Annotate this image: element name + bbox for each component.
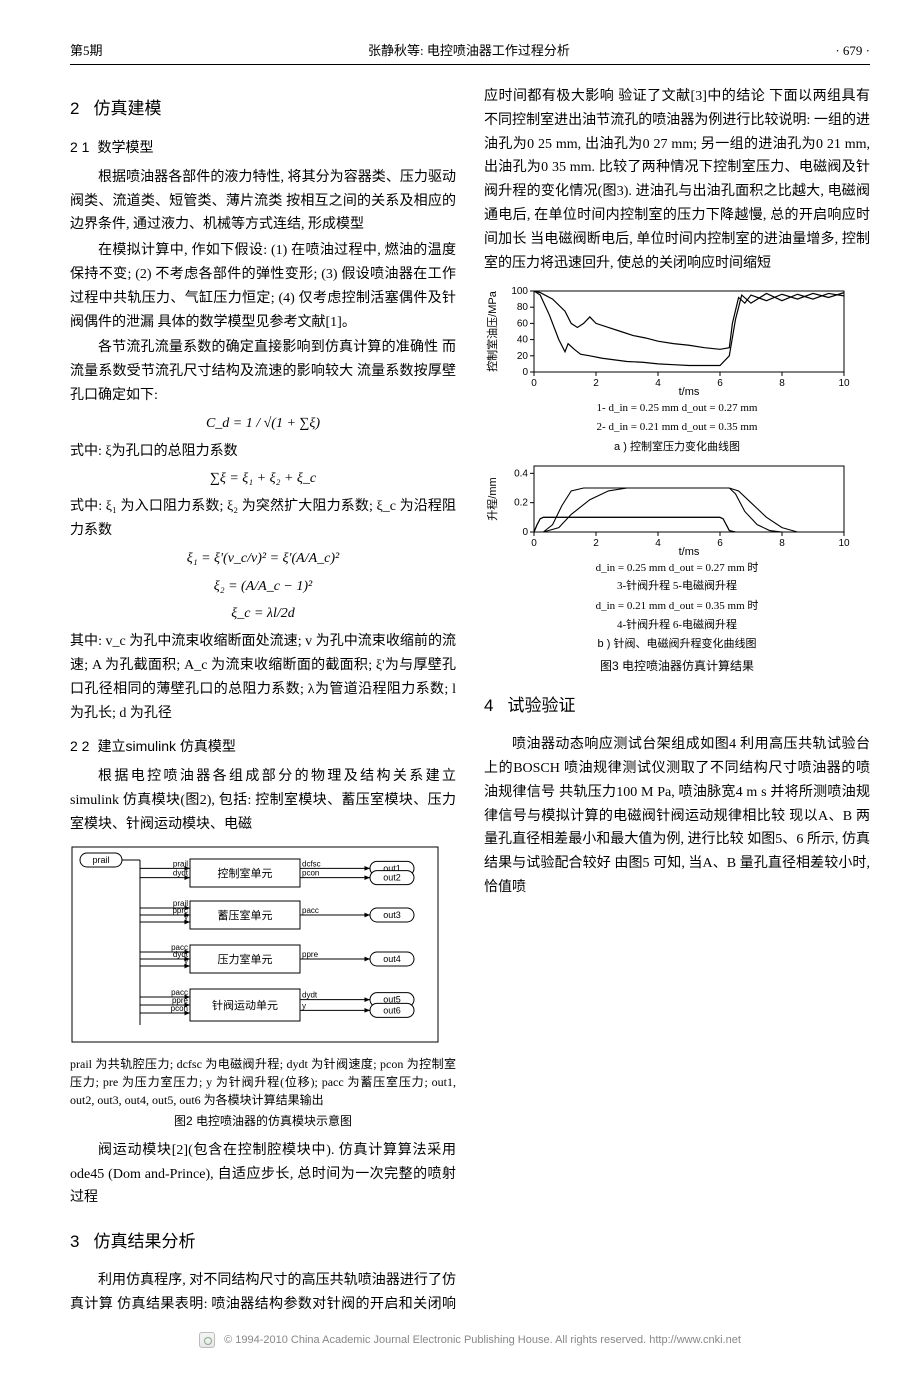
svg-text:pacc: pacc — [302, 906, 319, 915]
svg-text:10: 10 — [838, 378, 850, 389]
svg-text:0: 0 — [522, 527, 528, 538]
sec2-p7: 根据电控喷油器各组成部分的物理及结构关系建立 simulink 仿真模块(图2)… — [70, 765, 456, 836]
sec2-p5: 式中: ξ₁ 为入口阻力系数; ξ₂ 为突然扩大阻力系数; ξ_c 为沿程阻力系… — [70, 495, 456, 543]
sec2-p3: 各节流孔流量系数的确定直接影响到仿真计算的准确性 而流量系数受节流孔尺寸结构及流… — [70, 336, 456, 407]
sec4-p1: 喷油器动态响应测试台架组成如图4 利用高压共轨试验台上的BOSCH 喷油规律测试… — [484, 733, 870, 900]
svg-text:0: 0 — [522, 367, 528, 378]
footer: © 1994-2010 China Academic Journal Elect… — [70, 1331, 870, 1350]
svg-text:0: 0 — [531, 378, 537, 389]
fig2-caption: 图2 电控喷油器的仿真模块示意图 — [70, 1111, 456, 1131]
fig3a-legend: 1- d_in = 0.25 mm d_out = 0.27 mm 2- d_i… — [484, 399, 870, 436]
svg-text:2: 2 — [593, 378, 599, 389]
fig3-caption: 图3 电控喷油器仿真计算结果 — [484, 656, 870, 676]
fig3a-subcaption: a ) 控制室压力变化曲线图 — [484, 438, 870, 457]
svg-text:0: 0 — [531, 538, 537, 549]
sec2-title: 2仿真建模 — [70, 95, 456, 124]
fig2-desc: prail 为共轨腔压力; dcfsc 为电磁阀升程; dydt 为针阀速度; … — [70, 1055, 456, 1109]
svg-text:升程/mm: 升程/mm — [486, 477, 499, 520]
svg-text:prail: prail — [173, 859, 188, 868]
svg-text:2: 2 — [593, 538, 599, 549]
svg-text:4: 4 — [655, 538, 661, 549]
page-header: 第5期 张静秋等: 电控喷油器工作过程分析 · 679 · — [70, 40, 870, 65]
svg-text:60: 60 — [517, 319, 529, 330]
header-left: 第5期 — [70, 40, 103, 62]
svg-text:t/ms: t/ms — [679, 386, 700, 398]
svg-text:y: y — [302, 1001, 306, 1010]
col2-top-p1: 阀运动模块[2](包含在控制腔模块中). 仿真计算算法采用ode45 (Dom … — [70, 1139, 456, 1210]
sec21-title: 2 1数学模型 — [70, 136, 456, 160]
header-center: 张静秋等: 电控喷油器工作过程分析 — [368, 40, 570, 62]
svg-text:6: 6 — [717, 538, 723, 549]
simulink-diagram: prail控制室单元praildydtdcfscout1pconout2蓄压室单… — [70, 845, 440, 1055]
svg-text:控制室油压/MPa: 控制室油压/MPa — [485, 291, 499, 373]
svg-text:prail: prail — [92, 855, 109, 865]
svg-text:out6: out6 — [383, 1005, 401, 1015]
svg-text:蓄压室单元: 蓄压室单元 — [218, 908, 273, 922]
sec22-title: 2 2建立simulink 仿真模型 — [70, 735, 456, 759]
figure-3: 0246810020406080100t/ms控制室油压/MPa 1- d_in… — [484, 283, 870, 676]
svg-text:out3: out3 — [383, 910, 401, 920]
svg-text:20: 20 — [517, 351, 529, 362]
header-right: · 679 · — [835, 40, 870, 62]
svg-text:y: y — [184, 913, 188, 922]
svg-text:t/ms: t/ms — [679, 546, 700, 558]
formula-xi2: ξ₂ = (A/A_c − 1)² — [70, 575, 456, 599]
chart-lift: 0 2 4 6 8 10 0 0.2 0.4 t/ms 升程/mm — [484, 458, 854, 558]
svg-text:pcon: pcon — [302, 868, 319, 877]
fig3b-legend1: d_in = 0.25 mm d_out = 0.27 mm 时 3-针阀升程 … — [484, 559, 870, 596]
formula-xic: ξ_c = λl/2d — [70, 602, 456, 626]
svg-text:y: y — [184, 957, 188, 966]
sec2-p4: 式中: ξ为孔口的总阻力系数 — [70, 440, 456, 464]
svg-text:pcon: pcon — [171, 1004, 188, 1013]
sec4-title: 4试验验证 — [484, 692, 870, 721]
formula-cd: C_d = 1 / √(1 + ∑ξ) — [70, 412, 456, 436]
svg-text:控制室单元: 控制室单元 — [218, 866, 273, 880]
svg-text:8: 8 — [779, 378, 785, 389]
svg-text:dcfsc: dcfsc — [302, 859, 321, 868]
svg-text:dydt: dydt — [173, 868, 189, 877]
svg-text:0.4: 0.4 — [514, 468, 528, 479]
svg-text:0.2: 0.2 — [514, 497, 528, 508]
svg-text:10: 10 — [838, 538, 850, 549]
svg-text:80: 80 — [517, 303, 529, 314]
svg-text:100: 100 — [511, 286, 528, 297]
sec2-p1: 根据喷油器各部件的液力特性, 将其分为容器类、压力驱动阀类、流道类、短管类、薄片… — [70, 166, 456, 237]
chart-pressure: 0246810020406080100t/ms控制室油压/MPa — [484, 283, 854, 398]
figure-2: prail控制室单元praildydtdcfscout1pconout2蓄压室单… — [70, 845, 456, 1131]
fig3b-subcaption: b ) 针阀、电磁阀升程变化曲线图 — [484, 635, 870, 654]
formula-xi1: ξ₁ = ξ'(v_c/v)² = ξ'(A/A_c)² — [70, 547, 456, 571]
sec3-title: 3仿真结果分析 — [70, 1228, 456, 1257]
fig3b-legend2: d_in = 0.21 mm d_out = 0.35 mm 时 4-针阀升程 … — [484, 597, 870, 634]
footer-icon — [199, 1332, 215, 1348]
footer-text: © 1994-2010 China Academic Journal Elect… — [224, 1334, 741, 1346]
svg-text:out2: out2 — [383, 872, 401, 882]
svg-text:针阀运动单元: 针阀运动单元 — [212, 998, 278, 1012]
svg-text:out4: out4 — [383, 954, 401, 964]
svg-text:8: 8 — [779, 538, 785, 549]
svg-text:压力室单元: 压力室单元 — [218, 952, 273, 966]
svg-text:ppre: ppre — [302, 950, 319, 959]
svg-text:40: 40 — [517, 335, 529, 346]
svg-text:dydt: dydt — [302, 990, 318, 999]
svg-text:6: 6 — [717, 378, 723, 389]
formula-sumxi: ∑ξ = ξ₁ + ξ₂ + ξ_c — [70, 467, 456, 491]
svg-text:4: 4 — [655, 378, 661, 389]
sec2-p2: 在模拟计算中, 作如下假设: (1) 在喷油过程中, 燃油的温度保持不变; (2… — [70, 239, 456, 334]
sec2-p6: 其中: v_c 为孔中流束收缩断面处流速; v 为孔中流束收缩前的流速; A 为… — [70, 630, 456, 725]
